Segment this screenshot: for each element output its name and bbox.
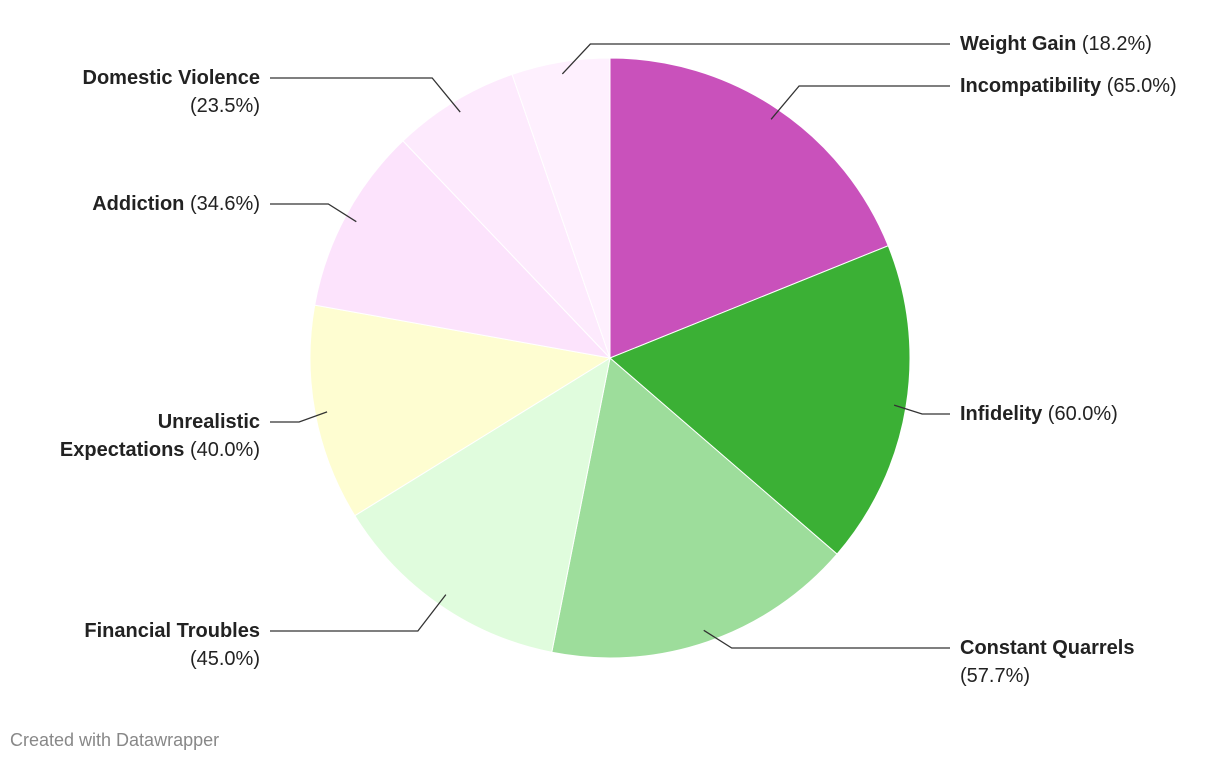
label-name: Unrealistic Expectations	[59, 411, 260, 461]
label-name: Financial Troubles	[84, 620, 260, 642]
slice-label: Addiction (34.6%)	[92, 190, 260, 218]
slice-label: Financial Troubles (45.0%)	[84, 617, 260, 673]
pie-slice	[309, 304, 612, 517]
slice-label: Weight Gain (18.2%)	[960, 30, 1152, 58]
slice-label: Domestic Violence (23.5%)	[83, 64, 260, 120]
label-name: Incompatibility	[960, 75, 1102, 97]
label-value: (60.0%)	[1047, 403, 1118, 425]
label-value: (23.5%)	[189, 95, 260, 117]
pie-slice	[314, 140, 612, 359]
slice-label: Constant Quarrels (57.7%)	[960, 634, 1134, 690]
leader-line	[703, 629, 950, 649]
label-value: (45.0%)	[189, 648, 260, 670]
label-value: (65.0%)	[1106, 75, 1177, 97]
credit: Created with Datawrapper	[10, 730, 220, 750]
pie-slice	[551, 357, 838, 659]
slice-label: Infidelity (60.0%)	[960, 400, 1118, 428]
pie-slice	[609, 57, 889, 359]
pie-slice	[609, 245, 911, 555]
label-value: (40.0%)	[189, 439, 260, 461]
label-name: Infidelity	[960, 403, 1043, 425]
pie-slice	[511, 57, 611, 359]
pie-slice	[402, 73, 611, 359]
leader-line	[270, 203, 357, 223]
label-value: (18.2%)	[1081, 33, 1152, 55]
label-name: Constant Quarrels	[960, 637, 1135, 659]
leader-line	[270, 411, 328, 423]
leader-line	[770, 85, 950, 120]
leader-line	[270, 594, 447, 632]
leader-line	[561, 43, 950, 75]
label-name: Domestic Violence	[82, 67, 260, 89]
label-name: Weight Gain	[960, 33, 1077, 55]
slice-label: Incompatibility (65.0%)	[960, 72, 1177, 100]
slice-label: Unrealistic Expectations (40.0%)	[30, 408, 260, 464]
leader-line	[893, 404, 950, 415]
label-name: Addiction	[92, 193, 185, 215]
leader-line	[270, 77, 461, 113]
label-value: (57.7%)	[960, 665, 1031, 687]
label-value: (34.6%)	[189, 193, 260, 215]
